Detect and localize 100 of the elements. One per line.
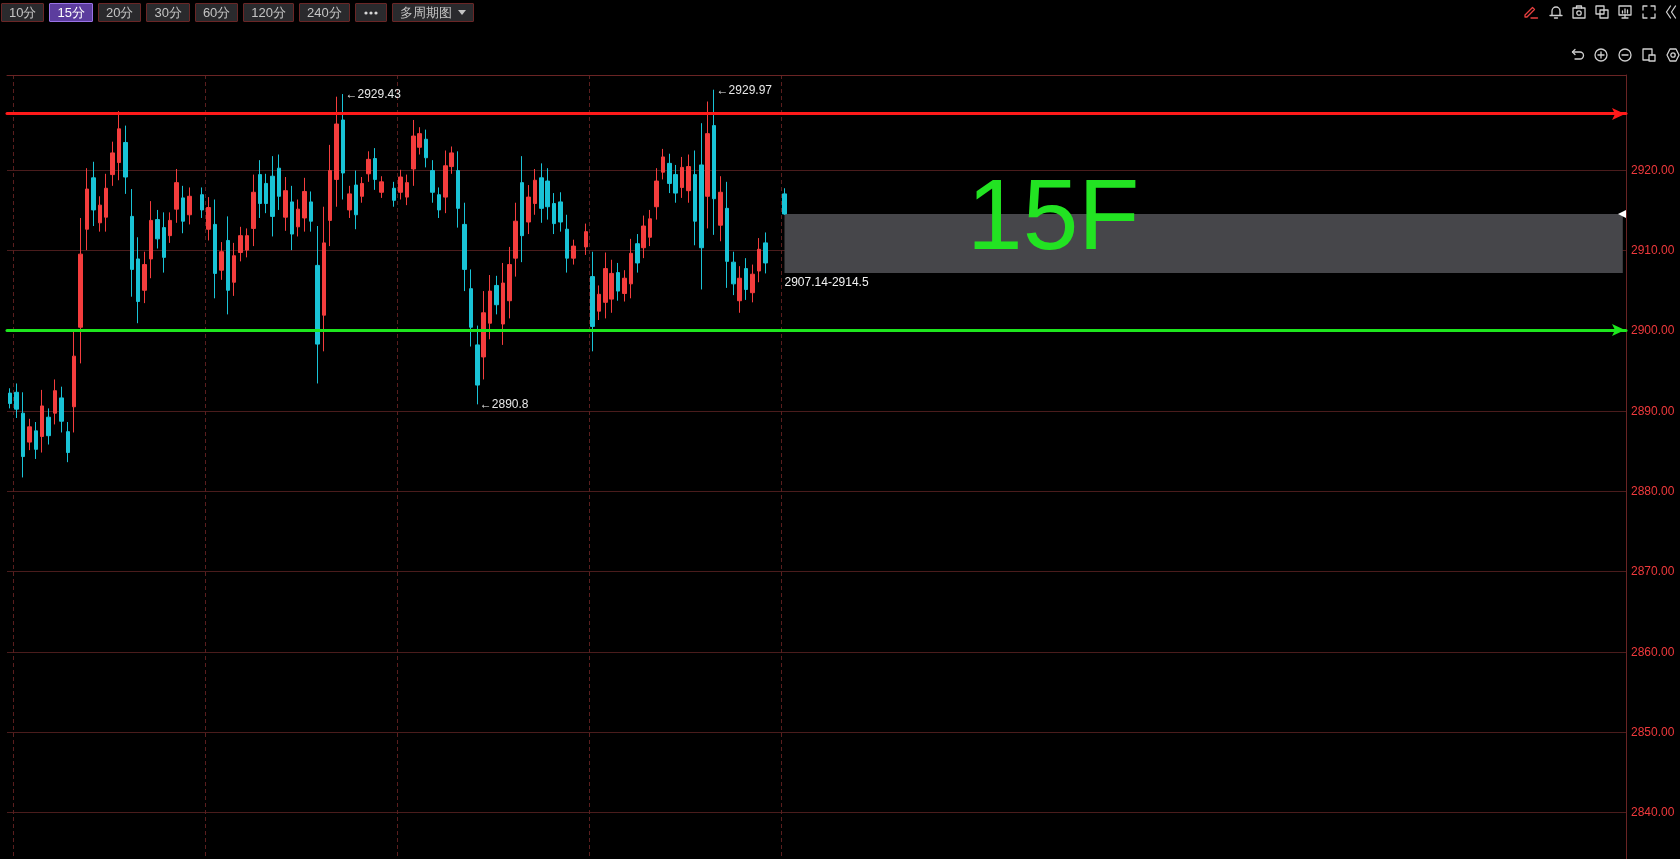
candlestick — [258, 159, 262, 219]
candlestick — [558, 191, 563, 233]
candlestick — [366, 150, 371, 183]
candlestick — [168, 211, 172, 244]
candlestick — [8, 387, 12, 409]
candlestick — [219, 241, 224, 281]
candlestick — [162, 211, 166, 274]
candlestick — [322, 206, 326, 352]
candlestick — [354, 170, 358, 230]
candlestick — [584, 223, 588, 256]
y-tick-label: 2920.00 — [1631, 162, 1675, 177]
candlestick — [226, 215, 230, 315]
candlestick — [98, 195, 102, 233]
y-tick-label: 2900.00 — [1631, 323, 1675, 338]
candlestick — [725, 181, 729, 289]
candlestick — [181, 185, 185, 234]
tab-button: 多周期图 — [391, 3, 474, 22]
candlestick — [507, 246, 512, 319]
candlestick — [155, 209, 160, 250]
text: ←2929.43 — [345, 87, 401, 102]
tab-button: 240分 — [299, 3, 350, 22]
candlestick — [85, 167, 89, 251]
band-label: 2907.14-2914.5 — [784, 275, 869, 290]
candlestick — [699, 122, 704, 290]
candlestick — [110, 141, 115, 187]
candlestick — [488, 274, 492, 340]
candlestick — [763, 231, 768, 274]
candlestick — [520, 155, 524, 263]
candlestick — [693, 150, 697, 246]
candlestick — [123, 125, 128, 195]
tab-button: 15分 — [49, 3, 93, 22]
candlestick — [494, 275, 499, 315]
candlestick — [72, 329, 76, 433]
tab-button: 120分 — [243, 3, 295, 22]
candlestick — [130, 188, 134, 298]
candlestick — [744, 257, 748, 301]
candlestick — [590, 251, 595, 352]
candlestick — [238, 226, 243, 262]
tab-button: 10分 — [1, 3, 45, 22]
candlestick — [661, 148, 665, 180]
candlestick — [40, 389, 44, 454]
candlestick — [270, 155, 275, 237]
candlestick — [705, 101, 710, 229]
candlestick — [14, 382, 19, 419]
candlestick — [27, 418, 32, 451]
candlestick — [360, 176, 364, 204]
y-tick-label: 2850.00 — [1631, 725, 1675, 740]
candlestick — [635, 233, 640, 274]
candlestick — [373, 147, 377, 191]
candlestick — [437, 186, 441, 219]
candlestick — [46, 407, 51, 446]
candlestick — [648, 209, 652, 247]
candlestick — [379, 175, 384, 199]
candlestick — [296, 199, 300, 237]
candlestick — [731, 251, 736, 296]
candlestick — [302, 177, 307, 233]
candlestick — [757, 237, 761, 283]
tab-button: 30分 — [146, 3, 190, 22]
candlestick — [469, 268, 473, 348]
candlestick — [782, 187, 787, 216]
candlestick — [334, 96, 339, 208]
candlestick — [213, 199, 217, 299]
candlestick — [21, 391, 25, 478]
candlestick — [616, 262, 620, 302]
candlestick — [737, 265, 742, 314]
candlestick — [501, 262, 505, 346]
candlestick — [622, 269, 627, 303]
candlestick — [53, 378, 57, 425]
candlestick — [686, 154, 691, 204]
candlestick — [149, 200, 153, 279]
candlestick — [654, 167, 659, 221]
candlestick — [251, 174, 256, 247]
candlestick — [59, 386, 64, 433]
candlestick — [174, 168, 179, 224]
candlestick — [315, 225, 320, 384]
candlestick — [629, 238, 633, 299]
candlestick — [78, 217, 83, 364]
candlestick — [91, 161, 96, 227]
y-tick-label: 2910.00 — [1631, 243, 1675, 258]
tab-button: 20分 — [97, 3, 142, 22]
text: ←2890.8 — [479, 397, 529, 412]
candlestick — [680, 156, 684, 199]
candlestick — [277, 154, 281, 211]
candlestick — [328, 144, 332, 247]
candlestick — [475, 325, 480, 405]
candlestick — [187, 186, 192, 225]
candlestick — [552, 192, 556, 235]
candlestick — [430, 159, 435, 204]
candlestick — [456, 150, 460, 229]
candlestick — [712, 89, 716, 236]
candlestick — [136, 236, 140, 324]
candlestick — [526, 184, 531, 235]
text: ←2929.97 — [716, 82, 772, 97]
candlestick — [66, 421, 70, 463]
candlestick — [264, 173, 268, 214]
candlestick — [392, 181, 396, 208]
candlestick — [290, 185, 294, 251]
y-tick-label: 2860.00 — [1631, 644, 1675, 659]
candlestick — [513, 202, 518, 278]
candlestick — [565, 214, 569, 274]
